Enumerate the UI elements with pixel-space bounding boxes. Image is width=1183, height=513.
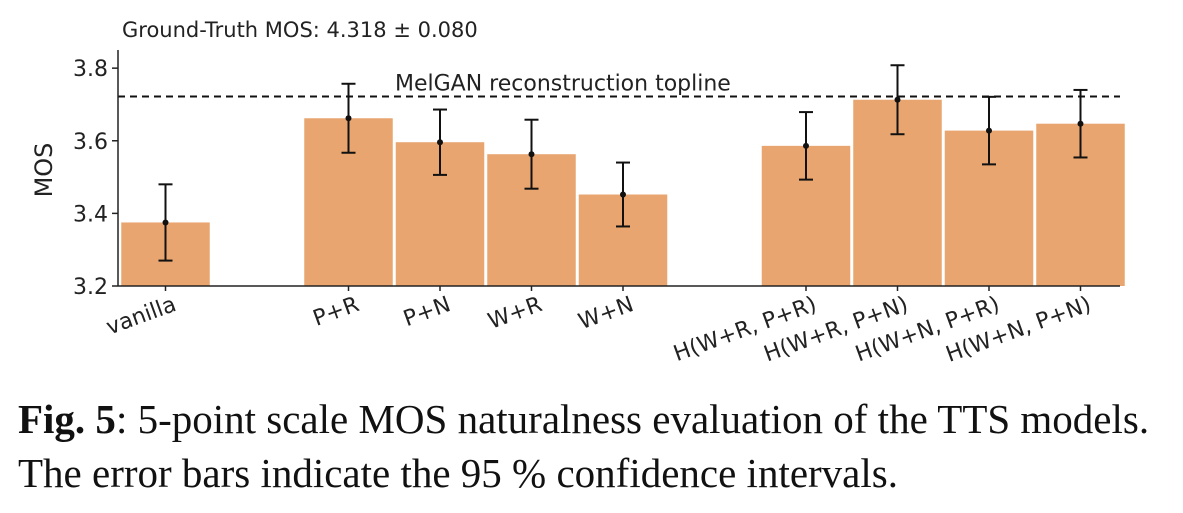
x-tick-label-0: vanilla (103, 292, 179, 340)
caption-text: : 5-point scale MOS naturalness evaluati… (18, 396, 1150, 496)
mean-point-1 (345, 115, 352, 122)
mean-point-3 (528, 151, 535, 158)
y-axis-label: MOS (30, 143, 58, 198)
mean-point-5 (803, 142, 809, 149)
y-ticks: 3.2 3.4 3.6 3.8 (73, 57, 118, 300)
mean-point-8 (1077, 120, 1084, 127)
caption-figure-label: Fig. 5 (18, 396, 116, 442)
mean-point-2 (437, 139, 443, 146)
mean-point-6 (894, 96, 901, 103)
figure-caption: Fig. 5: 5-point scale MOS naturalness ev… (18, 392, 1178, 500)
y-tick-label-2: 3.6 (73, 130, 108, 155)
mean-point-0 (162, 219, 169, 226)
mean-point-4 (620, 191, 626, 198)
x-tick-label-1: P+R (310, 292, 363, 332)
mean-point-7 (986, 127, 992, 134)
y-tick-label-0: 3.2 (73, 275, 108, 300)
x-tick-label-3: W+R (485, 292, 546, 334)
y-tick-label-1: 3.4 (73, 202, 108, 227)
chart-subtitle: Ground-Truth MOS: 4.318 ± 0.080 (122, 18, 478, 42)
x-tick-label-2: P+N (400, 292, 454, 332)
mos-bar-chart: Ground-Truth MOS: 4.318 ± 0.080 MelGAN r… (30, 18, 1125, 368)
topline-label: MelGAN reconstruction topline (395, 71, 731, 96)
y-tick-label-3: 3.8 (73, 57, 108, 82)
error-bars-group (158, 64, 1088, 262)
x-ticks: vanilla P+R P+N W+R W+N H(W+R, P+R)H(W+R, P+N… (103, 286, 1095, 368)
bars-group (121, 99, 1125, 287)
x-tick-label-4: W+N (575, 292, 637, 335)
